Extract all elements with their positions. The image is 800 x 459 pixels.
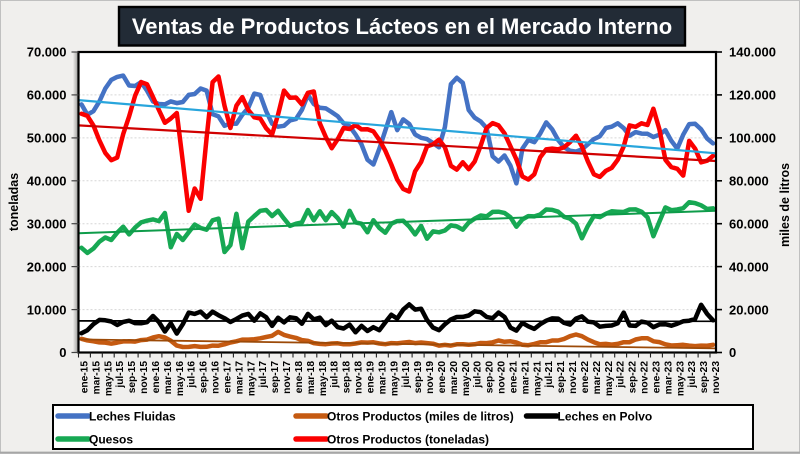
svg-text:toneladas: toneladas [7, 173, 21, 231]
svg-text:ene-17: ene-17 [223, 361, 234, 394]
svg-text:jul-17: jul-17 [258, 361, 269, 389]
svg-text:ene-16: ene-16 [151, 361, 162, 394]
svg-text:Ventas de Productos Lácteos en: Ventas de Productos Lácteos en el Mercad… [132, 14, 672, 39]
svg-text:20.000: 20.000 [729, 302, 769, 317]
svg-text:ene-19: ene-19 [366, 361, 377, 394]
svg-text:mar-21: mar-21 [520, 361, 531, 395]
svg-text:sep-16: sep-16 [199, 361, 210, 394]
svg-text:jul-22: jul-22 [616, 361, 627, 389]
svg-text:ene-22: ene-22 [580, 361, 591, 394]
svg-text:may-20: may-20 [461, 361, 472, 396]
svg-text:may-22: may-22 [604, 361, 615, 396]
svg-text:mar-23: mar-23 [663, 361, 674, 395]
svg-text:sep-22: sep-22 [628, 361, 639, 394]
svg-text:100.000: 100.000 [729, 131, 776, 146]
svg-text:mar-16: mar-16 [163, 361, 174, 395]
svg-text:miles de litros: miles de litros [778, 163, 792, 247]
svg-text:nov-19: nov-19 [425, 361, 436, 394]
svg-text:nov-15: nov-15 [139, 361, 150, 394]
svg-text:jul-21: jul-21 [544, 361, 555, 389]
svg-text:sep-23: sep-23 [699, 361, 710, 394]
svg-text:mar-18: mar-18 [306, 361, 317, 395]
svg-text:sep-19: sep-19 [413, 361, 424, 394]
svg-text:0: 0 [59, 345, 66, 360]
svg-text:mar-15: mar-15 [91, 361, 102, 395]
svg-text:140.000: 140.000 [729, 45, 776, 60]
svg-text:nov-16: nov-16 [211, 361, 222, 394]
svg-text:60.000: 60.000 [729, 216, 769, 231]
svg-text:ene-20: ene-20 [437, 361, 448, 394]
svg-text:mar-22: mar-22 [592, 361, 603, 395]
svg-text:ene-21: ene-21 [509, 361, 520, 394]
svg-text:may-21: may-21 [532, 361, 543, 396]
svg-text:Otros Productos (toneladas): Otros Productos (toneladas) [327, 432, 489, 446]
svg-text:mar-19: mar-19 [377, 361, 388, 395]
svg-text:may-17: may-17 [246, 361, 257, 396]
svg-text:sep-15: sep-15 [127, 361, 138, 394]
svg-text:may-19: may-19 [389, 361, 400, 396]
svg-text:jul-19: jul-19 [401, 361, 412, 389]
svg-text:70.000: 70.000 [27, 45, 67, 60]
svg-text:jul-20: jul-20 [473, 361, 484, 389]
svg-text:Otros Productos (miles de litr: Otros Productos (miles de litros) [327, 409, 514, 423]
svg-text:nov-20: nov-20 [497, 361, 508, 394]
svg-text:40.000: 40.000 [729, 259, 769, 274]
svg-text:sep-20: sep-20 [485, 361, 496, 394]
svg-text:Leches en Polvo: Leches en Polvo [558, 409, 653, 423]
svg-text:jul-16: jul-16 [187, 361, 198, 389]
svg-text:20.000: 20.000 [27, 259, 67, 274]
svg-text:mar-17: mar-17 [234, 361, 245, 395]
svg-text:jul-15: jul-15 [115, 361, 126, 389]
svg-text:sep-21: sep-21 [556, 361, 567, 394]
svg-text:80.000: 80.000 [729, 174, 769, 189]
svg-text:jul-18: jul-18 [330, 361, 341, 389]
svg-text:jul-23: jul-23 [687, 361, 698, 389]
svg-text:50.000: 50.000 [27, 131, 67, 146]
svg-text:120.000: 120.000 [729, 88, 776, 103]
svg-text:nov-23: nov-23 [711, 361, 722, 394]
svg-text:0: 0 [729, 345, 736, 360]
svg-text:nov-22: nov-22 [640, 361, 651, 394]
svg-text:nov-18: nov-18 [354, 361, 365, 394]
svg-text:nov-21: nov-21 [568, 361, 579, 394]
svg-text:ene-18: ene-18 [294, 361, 305, 394]
svg-text:may-18: may-18 [318, 361, 329, 396]
svg-text:Quesos: Quesos [89, 432, 133, 446]
svg-text:ene-23: ene-23 [651, 361, 662, 394]
svg-text:40.000: 40.000 [27, 174, 67, 189]
svg-text:sep-17: sep-17 [270, 361, 281, 394]
svg-text:nov-17: nov-17 [282, 361, 293, 394]
svg-text:may-15: may-15 [103, 361, 114, 396]
svg-text:sep-18: sep-18 [342, 361, 353, 394]
svg-text:10.000: 10.000 [27, 302, 67, 317]
svg-text:mar-20: mar-20 [449, 361, 460, 395]
svg-text:30.000: 30.000 [27, 216, 67, 231]
svg-text:may-16: may-16 [175, 361, 186, 396]
svg-text:Leches Fluidas: Leches Fluidas [89, 409, 176, 423]
svg-text:60.000: 60.000 [27, 88, 67, 103]
svg-text:may-23: may-23 [675, 361, 686, 396]
svg-text:ene-15: ene-15 [80, 361, 91, 394]
